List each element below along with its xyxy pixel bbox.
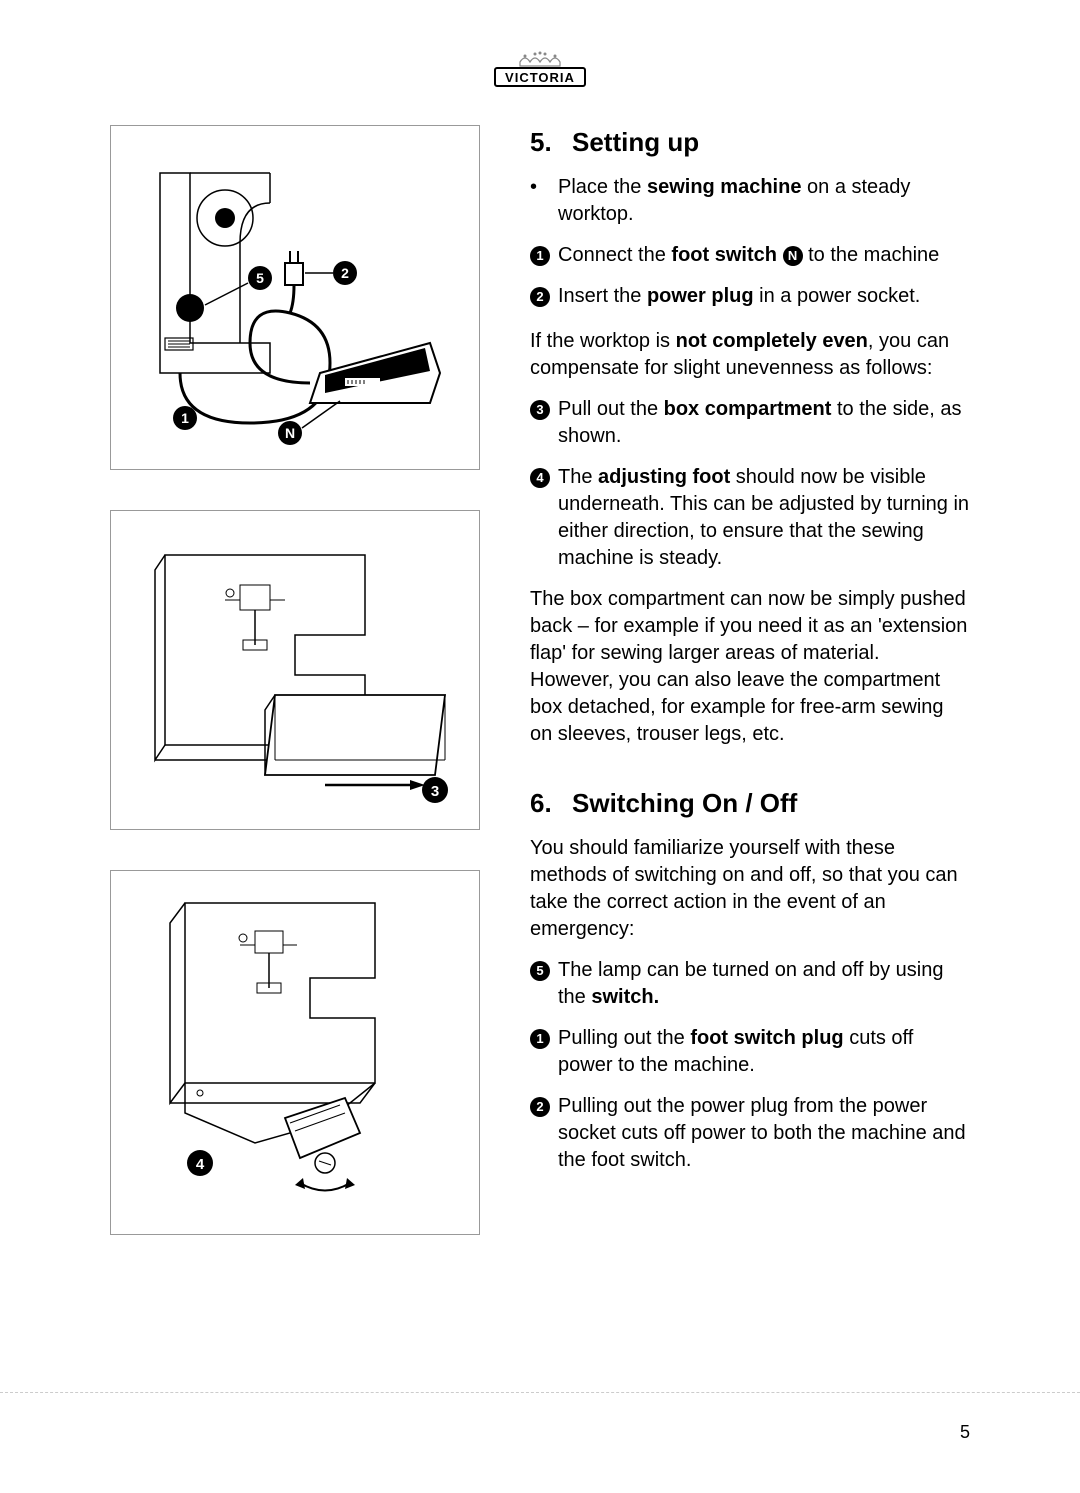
step-foot-switch-plug: 1 Pulling out the foot switch plug cuts …	[530, 1025, 970, 1079]
section5-heading: 5.Setting up	[530, 125, 970, 160]
step-power-plug-out: 2 Pulling out the power plug from the po…	[530, 1093, 970, 1174]
brand-logo: VICTORIA	[110, 50, 970, 95]
step-pull-compartment: 3 Pull out the box compartment to the si…	[530, 396, 970, 450]
content-columns: 5 2 1 N	[110, 125, 970, 1275]
figure-box-compartment: 3	[110, 510, 480, 830]
step-lamp-switch: 5 The lamp can be turned on and off by u…	[530, 957, 970, 1011]
manual-page: VICTORIA	[0, 0, 1080, 1493]
uneven-worktop-para: If the worktop is not completely even, y…	[530, 328, 970, 382]
svg-text:4: 4	[196, 1156, 205, 1173]
svg-text:N: N	[285, 425, 295, 441]
svg-text:1: 1	[181, 410, 189, 426]
figure-setup-connections: 5 2 1 N	[110, 125, 480, 470]
svg-text:2: 2	[341, 265, 349, 281]
section6-heading: 6.Switching On / Off	[530, 786, 970, 821]
step-connect-footswitch: 1 Connect the foot switch N to the machi…	[530, 242, 970, 269]
step-insert-plug: 2 Insert the power plug in a power socke…	[530, 283, 970, 310]
compartment-info-para: The box compartment can now be simply pu…	[530, 586, 970, 748]
figure-adjusting-foot: 4	[110, 870, 480, 1235]
step-place-machine: • Place the sewing machine on a steady w…	[530, 174, 970, 228]
svg-text:5: 5	[256, 270, 264, 286]
text-column: 5.Setting up • Place the sewing machine …	[530, 125, 970, 1275]
footer-divider	[0, 1392, 1080, 1393]
svg-text:3: 3	[431, 783, 439, 800]
svg-text:VICTORIA: VICTORIA	[505, 70, 575, 85]
step-adjusting-foot: 4 The adjusting foot should now be visib…	[530, 464, 970, 572]
figures-column: 5 2 1 N	[110, 125, 480, 1275]
section6-intro: You should familiarize yourself with the…	[530, 835, 970, 943]
page-number: 5	[960, 1422, 970, 1443]
